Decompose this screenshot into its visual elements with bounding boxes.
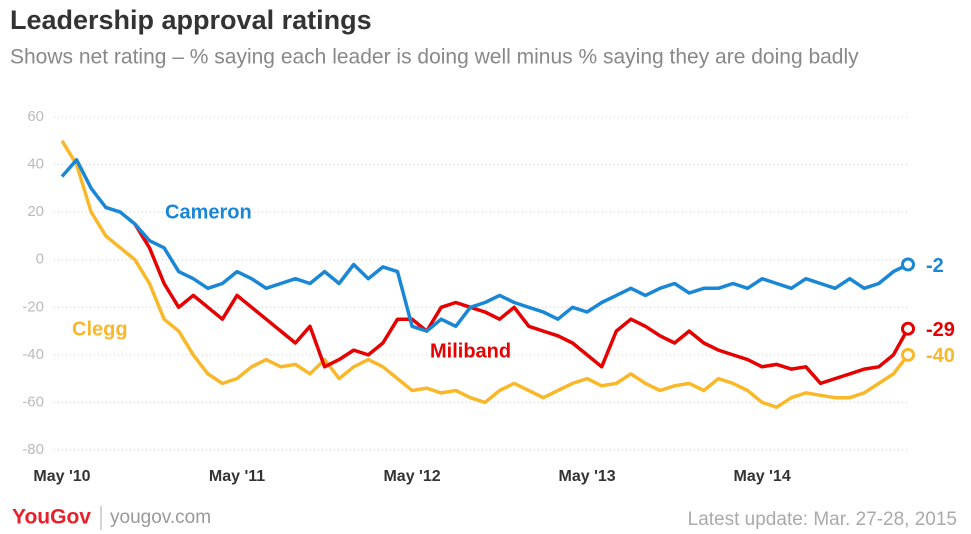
x-tick-label: May '14 [734, 468, 791, 485]
series-label: Clegg [72, 318, 128, 340]
end-marker [901, 321, 915, 336]
chart-title: Leadership approval ratings [10, 5, 372, 35]
y-tick-label: -80 [22, 441, 44, 458]
y-tick-label: 40 [27, 156, 44, 173]
end-marker [901, 257, 915, 272]
end-marker [901, 347, 915, 362]
series-line [60, 158, 909, 333]
series-label: Cameron [165, 201, 252, 223]
end-value-label: -2 [926, 255, 944, 277]
series-label: Miliband [430, 340, 511, 362]
series-line [133, 223, 910, 386]
chart-subtitle: Shows net rating – % saying each leader … [10, 46, 859, 69]
brand-logo: YouGov [12, 506, 91, 529]
x-tick-label: May '12 [383, 468, 440, 485]
x-tick-label: May '11 [209, 468, 265, 485]
y-tick-label: -60 [22, 393, 44, 410]
y-tick-label: 20 [27, 203, 44, 220]
end-value-label: -29 [926, 319, 955, 341]
y-tick-label: 60 [27, 108, 44, 125]
update-note: Latest update: Mar. 27-28, 2015 [688, 509, 957, 530]
series-line [60, 139, 910, 409]
y-tick-label: 0 [36, 251, 44, 268]
y-tick-label: -20 [22, 298, 44, 315]
x-tick-label: May '10 [33, 468, 90, 485]
y-tick-label: -40 [22, 346, 44, 363]
x-tick-label: May '13 [559, 468, 616, 485]
website: yougov.com [110, 507, 211, 528]
end-value-label: -40 [926, 345, 955, 367]
